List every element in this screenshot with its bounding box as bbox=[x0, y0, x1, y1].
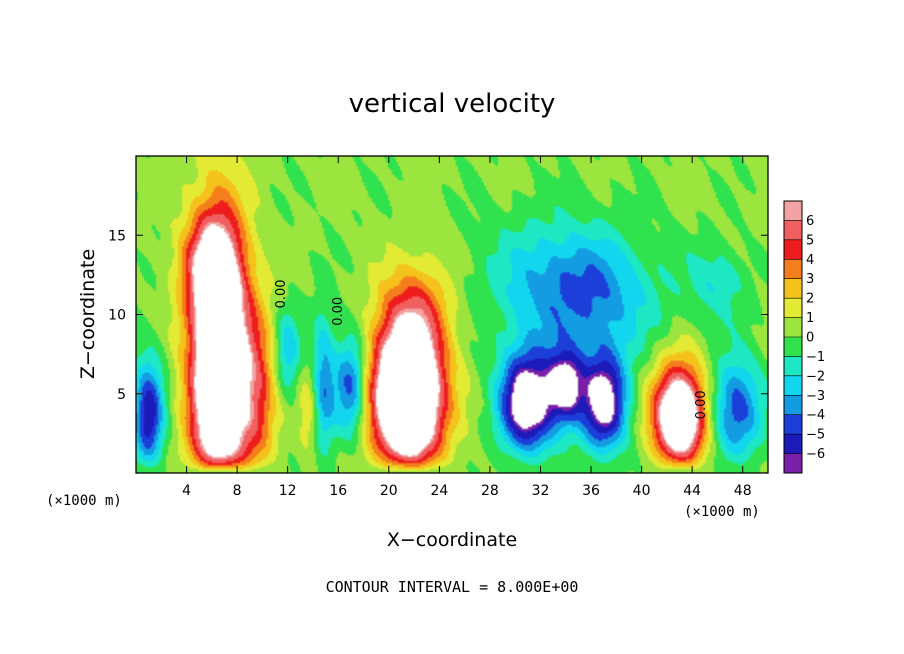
colorbar-label: −4 bbox=[806, 408, 825, 423]
contour-labels: 0.00 0.00 0.00 bbox=[274, 279, 709, 419]
colorbar: 6 5 4 3 2 1 0 −1 −2 −3 −4 −5 −6 bbox=[783, 200, 825, 474]
colorbar-label: 6 bbox=[806, 214, 814, 229]
x-tick-label: 24 bbox=[430, 483, 448, 499]
colorbar-label: −6 bbox=[806, 447, 825, 462]
colorbar-swatch bbox=[784, 298, 802, 319]
y-tick-label: 10 bbox=[108, 308, 126, 324]
colorbar-label: 3 bbox=[806, 272, 814, 287]
x-tick-label: 48 bbox=[734, 483, 752, 499]
x-tick-label: 32 bbox=[532, 483, 550, 499]
colorbar-swatch bbox=[784, 395, 802, 416]
contour-label: 0.00 bbox=[274, 279, 289, 308]
y-tick-label: 15 bbox=[108, 228, 126, 244]
x-tick-label: 36 bbox=[582, 483, 600, 499]
chart-title: vertical velocity bbox=[349, 89, 556, 119]
colorbar-label: 0 bbox=[806, 331, 814, 346]
x-tick-label: 4 bbox=[182, 483, 191, 499]
x-axis-label: X−coordinate bbox=[387, 529, 517, 551]
colorbar-swatch bbox=[784, 337, 802, 357]
x-axis-ticks: 4 8 12 16 20 24 28 32 36 40 44 48 bbox=[182, 156, 752, 499]
colorbar-label: −3 bbox=[806, 389, 825, 404]
y-axis-ticks: 5 10 15 bbox=[108, 228, 768, 403]
contour-interval-note: CONTOUR INTERVAL = 8.000E+00 bbox=[326, 578, 579, 596]
colorbar-label: 2 bbox=[806, 292, 814, 307]
y-tick-label: 5 bbox=[117, 387, 126, 403]
colorbar-swatch bbox=[784, 414, 802, 435]
colorbar-label: −5 bbox=[806, 428, 825, 443]
x-tick-label: 8 bbox=[233, 483, 242, 499]
colorbar-swatch bbox=[784, 220, 802, 241]
colorbar-swatch bbox=[784, 259, 802, 280]
colorbar-swatch bbox=[784, 434, 802, 455]
colorbar-swatch bbox=[784, 278, 802, 299]
x-tick-label: 44 bbox=[683, 483, 701, 499]
colorbar-swatch bbox=[784, 201, 802, 221]
colorbar-label: 5 bbox=[806, 233, 814, 248]
colorbar-label: −2 bbox=[806, 369, 825, 384]
colorbar-swatch bbox=[784, 375, 802, 396]
colorbar-swatch bbox=[784, 239, 802, 260]
colorbar-label: 4 bbox=[806, 253, 814, 268]
contour-label: 0.00 bbox=[331, 297, 346, 326]
x-unit-label-left: (×1000 m) bbox=[46, 493, 122, 509]
x-tick-label: 20 bbox=[380, 483, 398, 499]
x-unit-label-right: (×1000 m) bbox=[684, 504, 760, 520]
colorbar-swatch bbox=[784, 453, 802, 474]
colorbar-swatch bbox=[784, 317, 802, 338]
x-tick-label: 28 bbox=[481, 483, 499, 499]
colorbar-label: −1 bbox=[806, 350, 825, 365]
x-tick-label: 12 bbox=[279, 483, 297, 499]
colorbar-label: 1 bbox=[806, 311, 814, 326]
colorbar-swatch bbox=[784, 356, 802, 377]
plot-area: 0.000.000.00 4 8 12 16 20 24 28 32 36 40 44 48 5101… bbox=[108, 155, 769, 499]
x-tick-label: 40 bbox=[633, 483, 651, 499]
contour-label: 0.00 bbox=[694, 390, 709, 419]
y-axis-label: Z−coordinate bbox=[77, 249, 99, 379]
x-tick-label: 16 bbox=[329, 483, 347, 499]
vertical-velocity-field bbox=[136, 156, 768, 473]
